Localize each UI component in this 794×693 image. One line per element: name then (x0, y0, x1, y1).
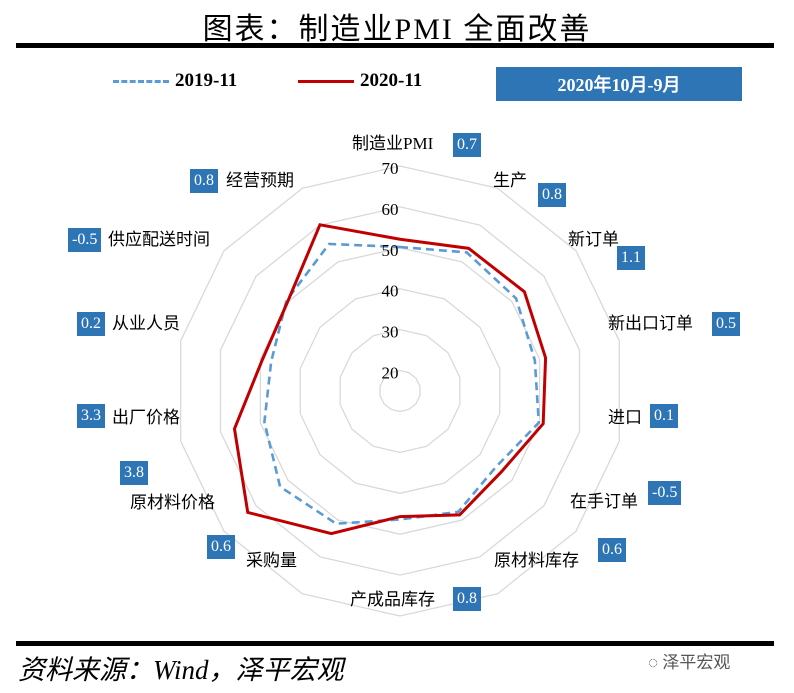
axis-label: 原材料库存 (494, 551, 579, 570)
series-line-2020-11 (232, 223, 548, 536)
legend-label: 2019-11 (175, 70, 238, 91)
tick-label: 30 (382, 323, 399, 342)
change-label: 0.5 (712, 312, 740, 336)
axis-label: 在手订单 (570, 492, 638, 511)
axis-label: 产成品库存 (350, 590, 435, 609)
axis-label: 供应配送时间 (108, 230, 210, 249)
change-label: 3.8 (120, 461, 148, 485)
tick-label: 60 (382, 200, 399, 219)
tick-label: 70 (382, 159, 399, 178)
axis-label: 从业人员 (112, 314, 180, 333)
axis-label: 制造业PMI (352, 134, 434, 153)
axis-label: 新订单 (568, 230, 619, 249)
legend-item-2020: 2020-11 (298, 70, 422, 92)
change-label: 0.7 (453, 133, 481, 157)
change-label: 0.2 (77, 312, 105, 336)
change-label: 3.3 (77, 404, 105, 428)
axis-label: 经营预期 (226, 171, 294, 190)
tick-label: 40 (382, 282, 399, 301)
bottom-divider (16, 641, 774, 646)
change-label: -0.5 (68, 228, 102, 252)
series-line-2019-11 (263, 242, 541, 526)
change-label: 0.6 (207, 535, 235, 559)
change-label: 0.8 (190, 169, 218, 193)
change-label: 0.6 (598, 538, 626, 562)
axis-label: 生产 (493, 171, 527, 190)
grid-ring (219, 206, 581, 576)
source-note: 资料来源：Wind，泽平宏观 (18, 655, 344, 685)
legend-swatch (298, 79, 354, 83)
axis-label: 进口 (608, 408, 642, 427)
change-label: 0.1 (650, 404, 678, 428)
logo-text: 泽平宏观 (662, 653, 731, 672)
change-label: 1.1 (617, 246, 645, 270)
legend-label: 2020-11 (360, 70, 423, 91)
grid-ring (179, 165, 621, 617)
wechat-logo: ◌ 泽平宏观 (648, 653, 731, 672)
grid-ring (339, 328, 461, 454)
axis-label: 新出口订单 (608, 314, 693, 333)
change-label: 0.8 (453, 587, 481, 611)
grid-ring (299, 288, 501, 494)
grid-ring (259, 247, 541, 535)
page-title: 图表：制造业PMI 全面改善 (202, 13, 592, 46)
period-badge: 2020年10月-9月 (496, 67, 742, 101)
tick-label: 50 (382, 241, 399, 260)
tick-label: 20 (382, 364, 399, 383)
axis-label: 出厂价格 (112, 408, 180, 427)
axis-label: 原材料价格 (130, 493, 215, 512)
change-label: -0.5 (648, 481, 682, 505)
change-label: 0.8 (538, 183, 566, 207)
legend-item-2019: 2019-11 (113, 70, 237, 92)
legend-swatch (113, 79, 169, 83)
top-divider (16, 43, 774, 48)
grid-ring (379, 369, 421, 413)
axis-label: 采购量 (246, 551, 297, 570)
